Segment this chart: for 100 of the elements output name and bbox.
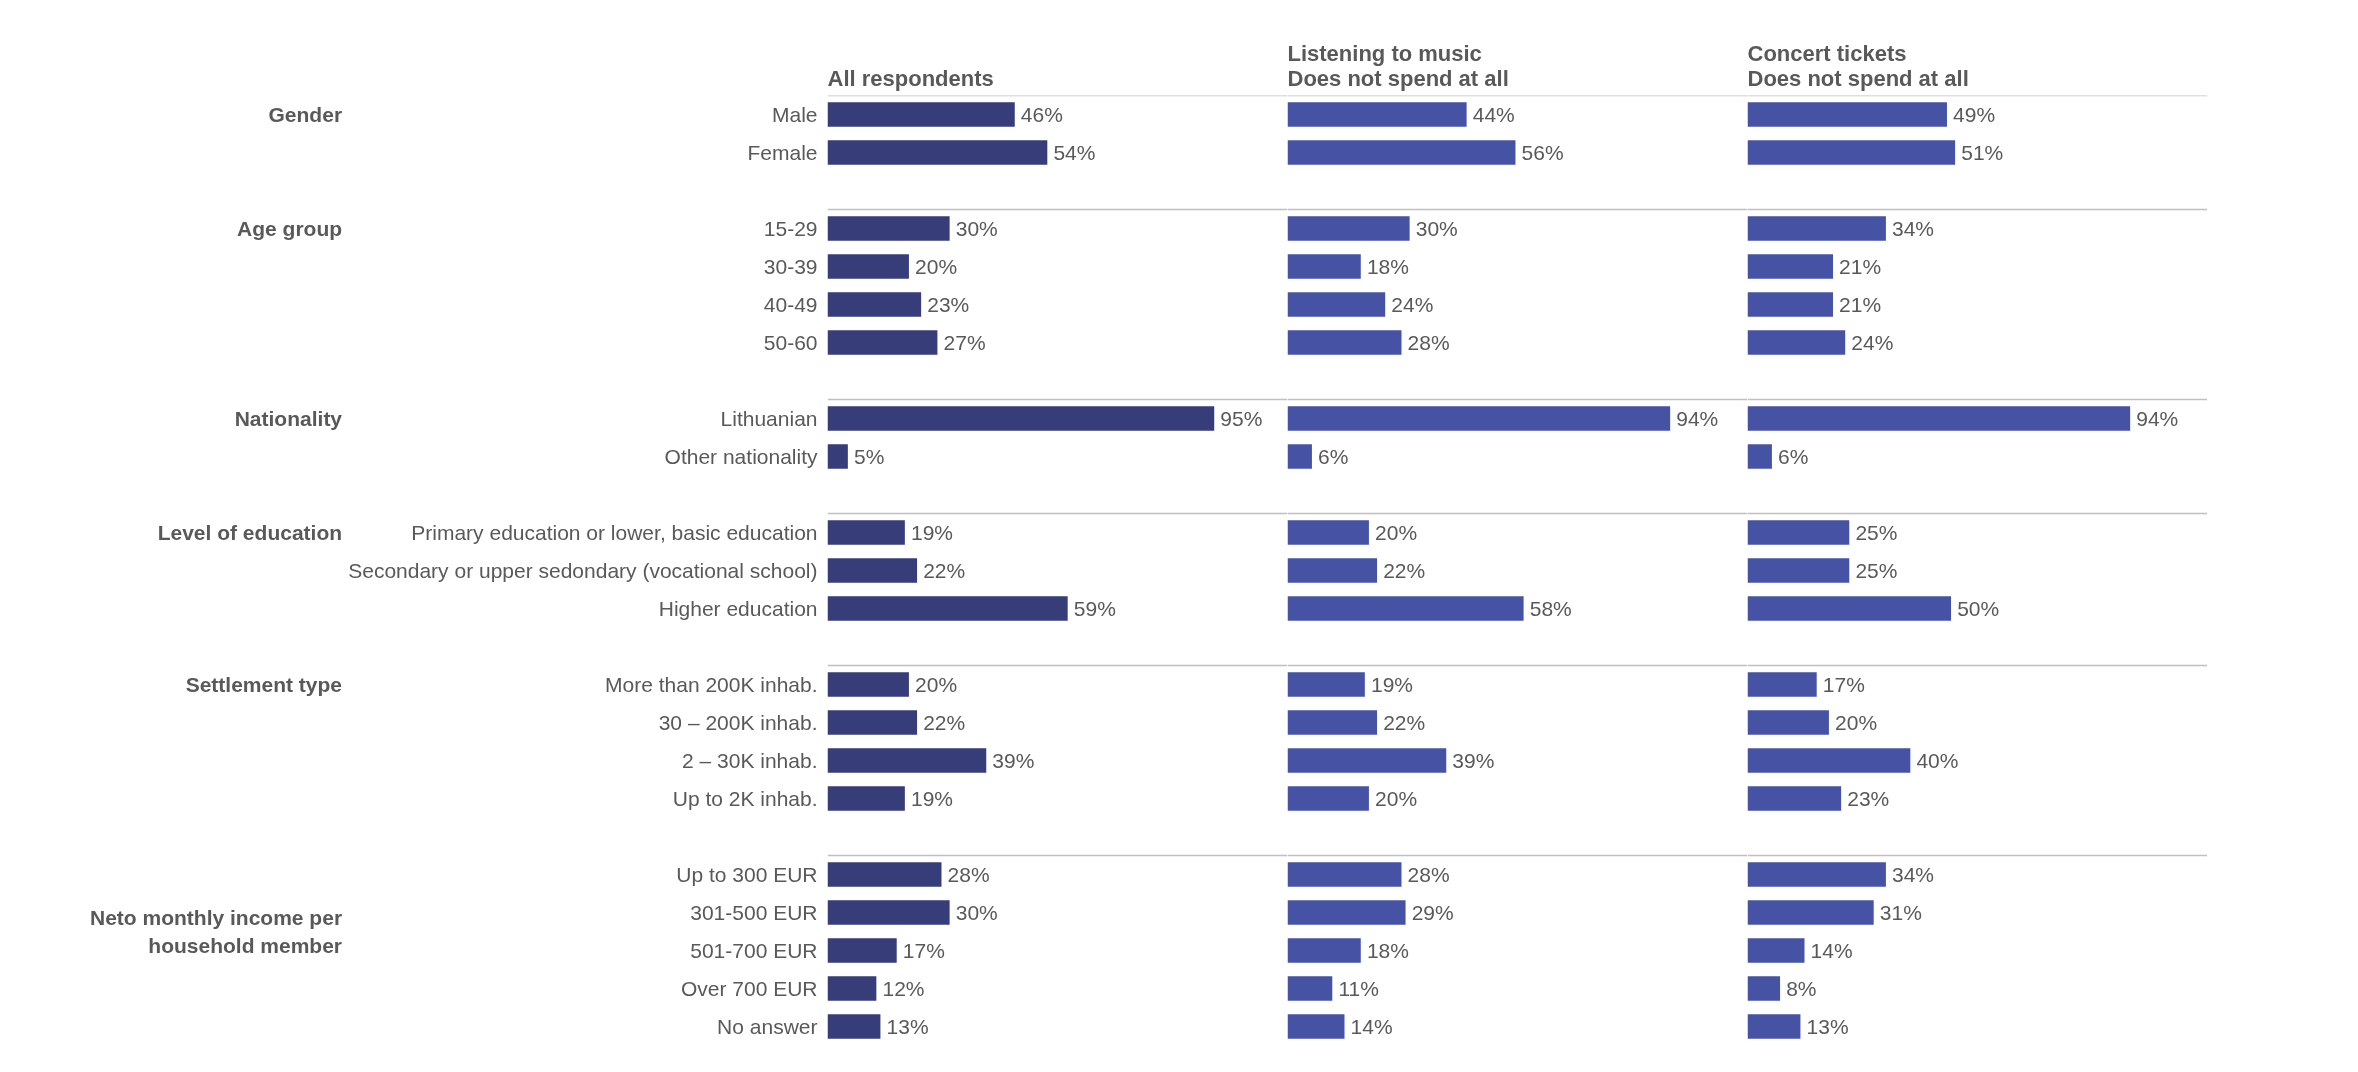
y-tick-label: 2 – 30K inhab. (682, 749, 818, 772)
data-label: 19% (910, 521, 953, 544)
data-label: 11% (1338, 977, 1379, 1000)
bar (1287, 216, 1410, 241)
data-label: 25% (1855, 521, 1898, 544)
data-label: 20% (1835, 711, 1878, 734)
bar (1287, 596, 1524, 621)
bar (1747, 140, 1956, 165)
bar (1747, 292, 1833, 317)
data-label: 30% (1415, 217, 1458, 240)
bar (827, 520, 905, 545)
y-tick-label: 501-700 EUR (690, 939, 818, 962)
data-label: 22% (1383, 559, 1426, 582)
bar (1287, 444, 1312, 469)
bar (827, 900, 950, 925)
data-label: 22% (923, 711, 966, 734)
data-label: 34% (1892, 863, 1935, 886)
data-label: 23% (927, 293, 970, 316)
bar (1747, 786, 1842, 811)
bar (1747, 596, 1952, 621)
y-tick-label: Up to 300 EUR (676, 863, 818, 886)
bar (1747, 558, 1850, 583)
bar (1287, 710, 1378, 735)
y-tick-label: No answer (717, 1015, 818, 1038)
bar (1287, 102, 1467, 127)
data-label: 21% (1839, 255, 1882, 278)
text: Level of education (157, 521, 343, 544)
data-label: 46% (1020, 103, 1063, 126)
y-tick-label: 15-29 (763, 217, 818, 240)
data-label: 18% (1366, 939, 1409, 962)
bar (827, 976, 877, 1001)
data-label: 20% (915, 673, 958, 696)
data-label: 18% (1366, 255, 1409, 278)
bar (827, 558, 918, 583)
bar (827, 406, 1215, 431)
chart-title: Concert tickets Does not spend at all (1747, 40, 1969, 91)
data-label: 59% (1073, 597, 1116, 620)
data-label: 22% (923, 559, 966, 582)
bar (1287, 786, 1369, 811)
data-label: 19% (1370, 673, 1413, 696)
y-tick-label: Other nationality (664, 445, 818, 468)
text: Settlement type (185, 673, 343, 696)
data-label: 20% (915, 255, 958, 278)
data-label: 17% (1822, 673, 1865, 696)
data-label: 54% (1053, 141, 1096, 164)
bar (1287, 672, 1365, 697)
data-label: 14% (1350, 1015, 1393, 1038)
data-label: 28% (1407, 331, 1450, 354)
data-label: 23% (1847, 787, 1890, 810)
bar (827, 938, 897, 963)
data-label: 29% (1411, 901, 1454, 924)
y-tick-label: Female (747, 141, 818, 164)
bar (1747, 406, 2131, 431)
data-label: 19% (910, 787, 953, 810)
bar (1747, 938, 1805, 963)
bar (827, 786, 905, 811)
data-label: 13% (1806, 1015, 1849, 1038)
data-label: 95% (1220, 407, 1263, 430)
bar (1287, 748, 1447, 773)
bar (1747, 102, 1947, 127)
data-label: 6% (1318, 445, 1349, 468)
y-tick-label: 30 – 200K inhab. (658, 711, 818, 734)
y-tick-label: Male (771, 103, 818, 126)
text: Neto monthly income per household member (90, 905, 343, 958)
data-label: 34% (1892, 217, 1935, 240)
bar (827, 140, 1048, 165)
bar (827, 444, 848, 469)
bar (1747, 254, 1833, 279)
bar (1747, 444, 1772, 469)
bar (1287, 140, 1516, 165)
bar (827, 748, 987, 773)
data-label: 39% (992, 749, 1035, 772)
data-label: 6% (1778, 445, 1809, 468)
bar (827, 254, 909, 279)
bar (827, 330, 938, 355)
data-label: 25% (1855, 559, 1898, 582)
y-tick-label: Over 700 EUR (680, 977, 818, 1000)
data-label: 17% (902, 939, 945, 962)
bar (1287, 254, 1361, 279)
bar (1747, 976, 1781, 1001)
bar (1287, 330, 1402, 355)
data-label: 39% (1452, 749, 1495, 772)
data-label: 50% (1957, 597, 2000, 620)
bar (827, 710, 918, 735)
y-tick-label: Secondary or upper sedondary (vocational school) (348, 559, 818, 582)
y-tick-label: 50-60 (763, 331, 818, 354)
bar (827, 1014, 881, 1039)
bar (1287, 292, 1386, 317)
bar (1287, 976, 1333, 1001)
text: Gender (268, 103, 343, 126)
bar (1747, 710, 1829, 735)
data-label: 24% (1391, 293, 1434, 316)
data-label: 27% (943, 331, 986, 354)
data-label: 40% (1916, 749, 1959, 772)
data-label: 8% (1786, 977, 1817, 1000)
y-tick-label: 30-39 (763, 255, 818, 278)
data-label: 28% (947, 863, 990, 886)
data-label: 51% (1961, 141, 2004, 164)
bar (1287, 406, 1671, 431)
bar (827, 596, 1068, 621)
